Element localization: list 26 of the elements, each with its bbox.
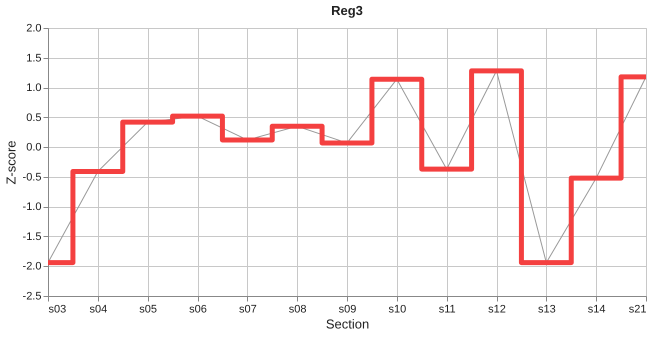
x-tick-label: s09 (338, 304, 356, 316)
x-tick-label: s21 (628, 304, 646, 316)
y-tick-label: 2.0 (26, 22, 42, 34)
y-tick-label: -2.5 (22, 290, 42, 302)
y-tick-label: 1.0 (26, 82, 42, 94)
y-axis-title: Z-score (4, 140, 19, 185)
x-tick-label: s06 (189, 304, 207, 316)
x-tick-label: s04 (89, 304, 108, 316)
x-tick-label: s11 (438, 304, 456, 316)
y-tick-label: 0.0 (26, 142, 42, 154)
x-tick-label: s13 (538, 304, 556, 316)
x-tick-label: s07 (238, 304, 257, 316)
x-tick-label: s14 (588, 304, 606, 316)
x-tick-label: s12 (488, 304, 506, 316)
x-tick-label: s08 (288, 304, 307, 316)
x-tick-label: s03 (48, 304, 66, 316)
x-tick-label: s10 (388, 304, 406, 316)
y-tick-label: -1.5 (22, 230, 42, 243)
x-tick-label: s05 (139, 304, 158, 316)
y-tick-label: -2.0 (22, 260, 42, 273)
y-tick-label: 1.5 (26, 52, 42, 64)
y-tick-label: -0.5 (22, 171, 42, 184)
y-tick-label: -1.0 (22, 201, 42, 214)
chart-title: Reg3 (331, 3, 363, 18)
x-axis-title: Section (326, 316, 370, 332)
y-tick-label: 0.5 (26, 112, 42, 124)
